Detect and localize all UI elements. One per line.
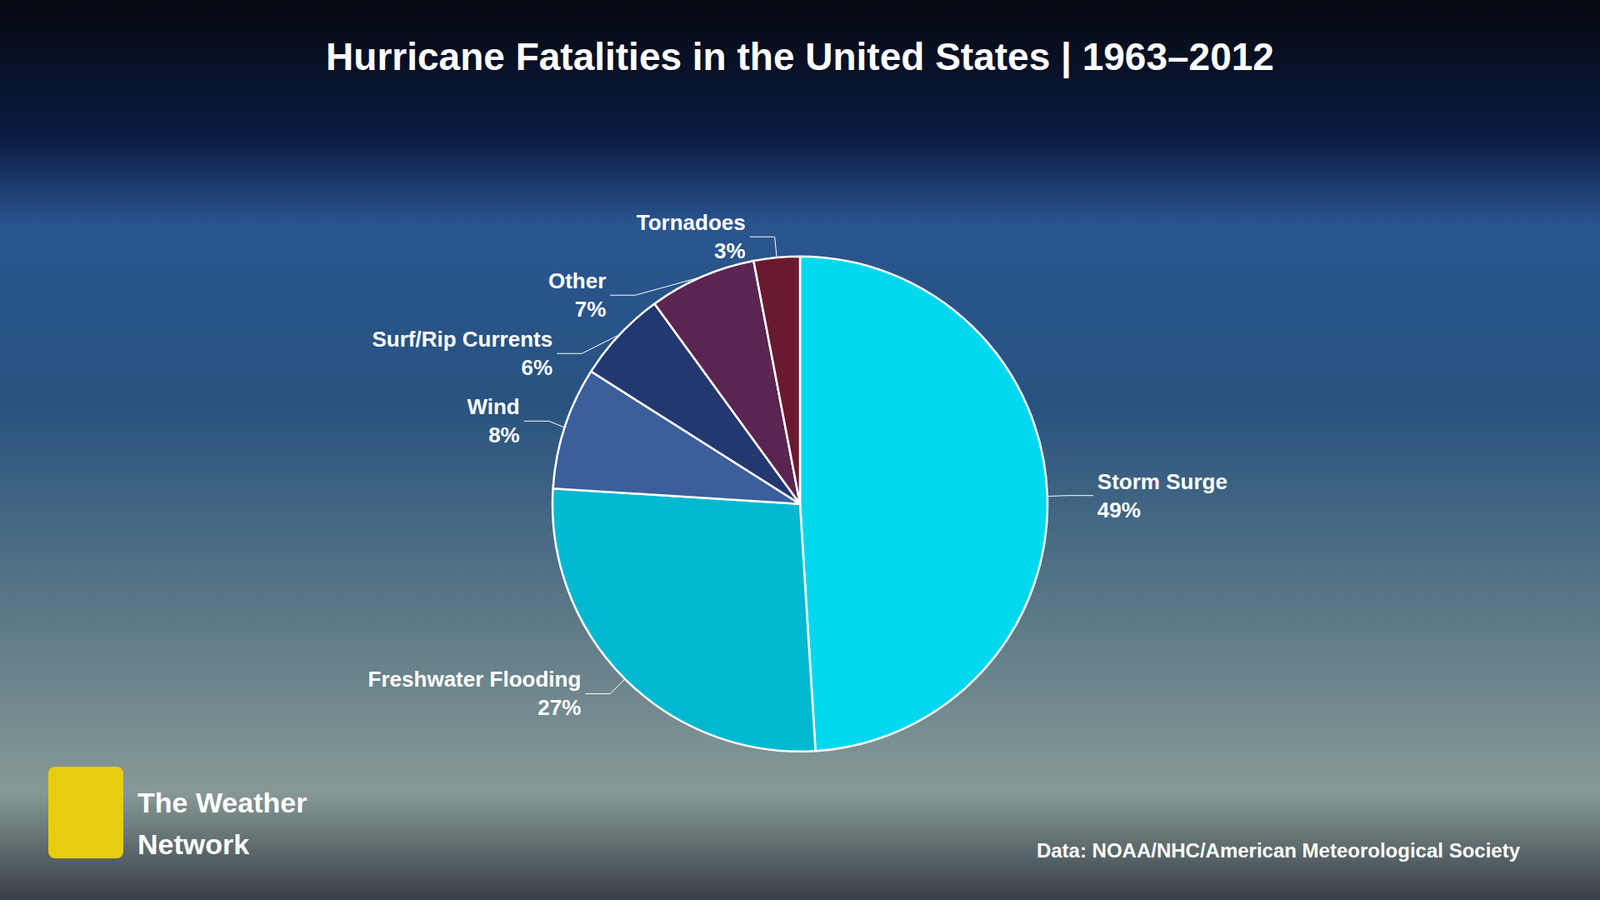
svg-text:6%: 6% [521, 355, 554, 380]
svg-text:Hurricane Fatalities in the Un: Hurricane Fatalities in the United State… [325, 35, 1275, 79]
svg-text:Freshwater Flooding: Freshwater Flooding [368, 666, 582, 692]
svg-text:Storm Surge: Storm Surge [1097, 469, 1228, 495]
svg-text:Tornadoes: Tornadoes [636, 210, 746, 235]
svg-text:The Weather: The Weather [137, 786, 307, 819]
svg-text:7%: 7% [575, 296, 607, 322]
svg-text:Surf/Rip Currents: Surf/Rip Currents [372, 326, 554, 352]
svg-text:49%: 49% [1097, 497, 1141, 523]
svg-text:Data: NOAA/NHC/American Meteor: Data: NOAA/NHC/American Meteorological S… [1036, 839, 1521, 862]
svg-text:27%: 27% [537, 695, 581, 720]
svg-text:Wind: Wind [466, 394, 520, 420]
svg-text:Other: Other [548, 268, 606, 294]
svg-text:3%: 3% [714, 238, 746, 264]
svg-text:8%: 8% [488, 422, 520, 448]
svg-text:Network: Network [137, 828, 250, 860]
